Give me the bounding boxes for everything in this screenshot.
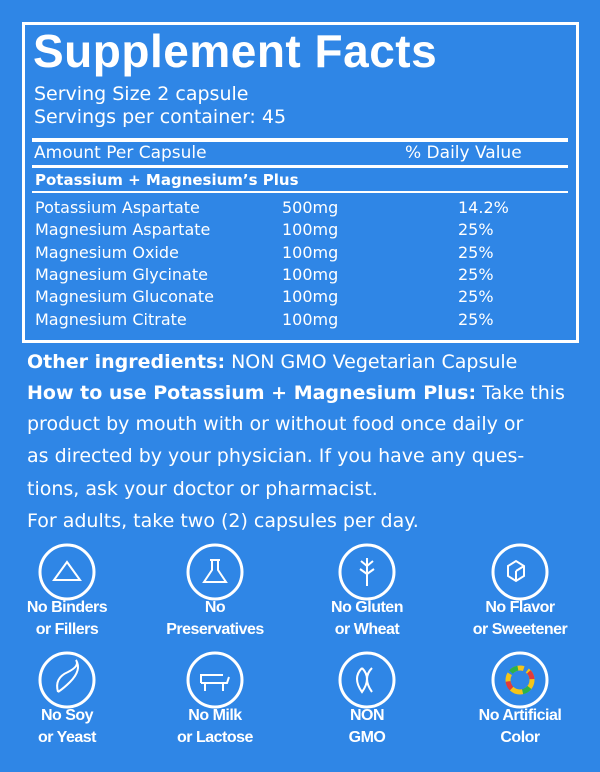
table-cell: Magnesium Glycinate	[35, 264, 208, 284]
table-cell: 14.2%	[458, 198, 509, 217]
badge-line: or Lactose	[177, 729, 253, 746]
table-cell: Magnesium Citrate	[35, 309, 187, 329]
table-cell: 500mg	[282, 198, 339, 217]
label: Other ingredients:	[27, 351, 226, 373]
table-cell: 100mg	[282, 242, 339, 262]
badge-label: No Binders or Fillers	[0, 597, 137, 641]
table-cell: 100mg	[282, 264, 339, 284]
rule	[32, 191, 568, 193]
badge-line: or Fillers	[35, 621, 99, 638]
badge-label: NON GMO	[297, 705, 437, 749]
serving-size: Serving Size 2 capsule	[34, 83, 249, 105]
adults: For adults, take two (2) capsules per da…	[27, 510, 419, 532]
badge-line: Color	[500, 729, 540, 746]
column-header: % Daily Value	[405, 143, 522, 163]
badge-label: No Flavor or Sweetener	[450, 597, 590, 641]
text-line: product by mouth with or without food on…	[27, 413, 524, 435]
badge-label: No Gluten or Wheat	[297, 597, 437, 641]
text: NON GMO Vegetarian Capsule	[231, 351, 518, 373]
table-cell: 25%	[458, 264, 494, 284]
section-title: Potassium + Magnesium’s Plus	[35, 171, 299, 189]
badge-label: No Milk or Lactose	[145, 705, 285, 749]
table-cell: 100mg	[282, 309, 339, 329]
table-cell: 100mg	[282, 220, 339, 240]
table-cell: Magnesium Gluconate	[35, 287, 214, 307]
table-cell: Magnesium Oxide	[35, 242, 179, 262]
text-line: tions, ask your doctor or pharmacist.	[27, 478, 378, 500]
how-to-use: How to use Potassium + Magnesium Plus: T…	[27, 382, 565, 404]
other-ingredients: Other ingredients: NON GMO Vegetarian Ca…	[27, 351, 517, 373]
rule	[32, 138, 568, 142]
facts-box	[22, 22, 579, 343]
badge-line: No Flavor	[485, 599, 555, 616]
badge-label: No Preservatives	[145, 597, 285, 641]
badge-line: No Gluten	[331, 599, 403, 616]
table-cell: 25%	[458, 242, 494, 262]
badge-line: or Sweetener	[472, 621, 568, 638]
table-cell: 25%	[458, 309, 494, 329]
badge-line: No Milk	[188, 707, 242, 724]
label: How to use Potassium + Magnesium Plus:	[27, 382, 477, 404]
text: Take this	[482, 382, 565, 404]
servings: Servings per container: 45	[34, 106, 287, 128]
rule	[32, 165, 568, 168]
badge-line: No	[204, 599, 226, 616]
badge-line: GMO	[348, 729, 386, 746]
badge-line: or Wheat	[334, 621, 400, 638]
badge-line: or Yeast	[38, 729, 96, 746]
badge-label: No Artificial Color	[450, 705, 590, 749]
badge-line: Preservatives	[166, 621, 264, 638]
badge-line: No Binders	[26, 599, 108, 616]
column-header: Amount Per Capsule	[34, 143, 207, 163]
badge-line: NON	[349, 707, 385, 724]
badge-line: No Artificial	[478, 707, 562, 724]
table-cell: 100mg	[282, 287, 339, 307]
title: Supplement Facts	[33, 25, 438, 77]
badge-label: No Soy or Yeast	[0, 705, 137, 749]
table-cell: Potassium Aspartate	[35, 198, 200, 217]
table-cell: 25%	[458, 287, 494, 307]
text-line: as directed by your physician. If you ha…	[27, 445, 525, 467]
badge-line: No Soy	[40, 707, 94, 724]
table-cell: 25%	[458, 220, 494, 240]
table-cell: Magnesium Aspartate	[35, 220, 211, 240]
